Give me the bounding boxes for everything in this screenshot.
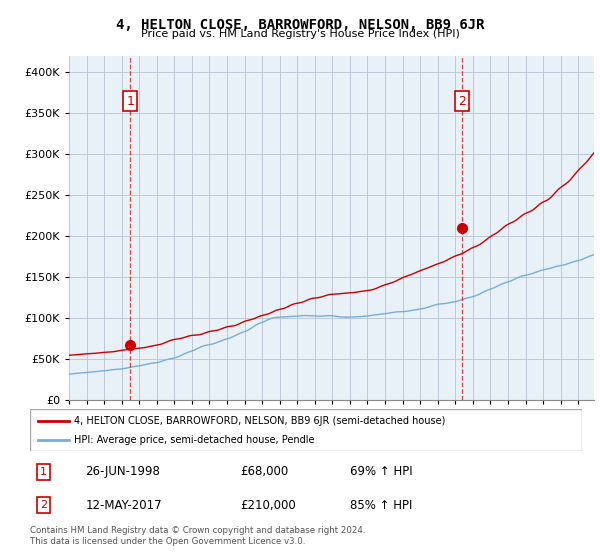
Text: £210,000: £210,000 <box>240 498 296 512</box>
Text: HPI: Average price, semi-detached house, Pendle: HPI: Average price, semi-detached house,… <box>74 435 314 445</box>
Text: Price paid vs. HM Land Registry's House Price Index (HPI): Price paid vs. HM Land Registry's House … <box>140 29 460 39</box>
Text: 12-MAY-2017: 12-MAY-2017 <box>85 498 162 512</box>
Text: 69% ↑ HPI: 69% ↑ HPI <box>350 465 413 478</box>
Text: £68,000: £68,000 <box>240 465 288 478</box>
Text: 4, HELTON CLOSE, BARROWFORD, NELSON, BB9 6JR: 4, HELTON CLOSE, BARROWFORD, NELSON, BB9… <box>116 18 484 32</box>
Text: 85% ↑ HPI: 85% ↑ HPI <box>350 498 413 512</box>
Text: 2: 2 <box>40 500 47 510</box>
Text: 2: 2 <box>458 95 466 108</box>
Text: 4, HELTON CLOSE, BARROWFORD, NELSON, BB9 6JR (semi-detached house): 4, HELTON CLOSE, BARROWFORD, NELSON, BB9… <box>74 416 446 426</box>
Text: 1: 1 <box>40 466 47 477</box>
Text: 26-JUN-1998: 26-JUN-1998 <box>85 465 160 478</box>
FancyBboxPatch shape <box>30 409 582 451</box>
Text: 1: 1 <box>127 95 134 108</box>
Text: Contains HM Land Registry data © Crown copyright and database right 2024.
This d: Contains HM Land Registry data © Crown c… <box>30 526 365 546</box>
